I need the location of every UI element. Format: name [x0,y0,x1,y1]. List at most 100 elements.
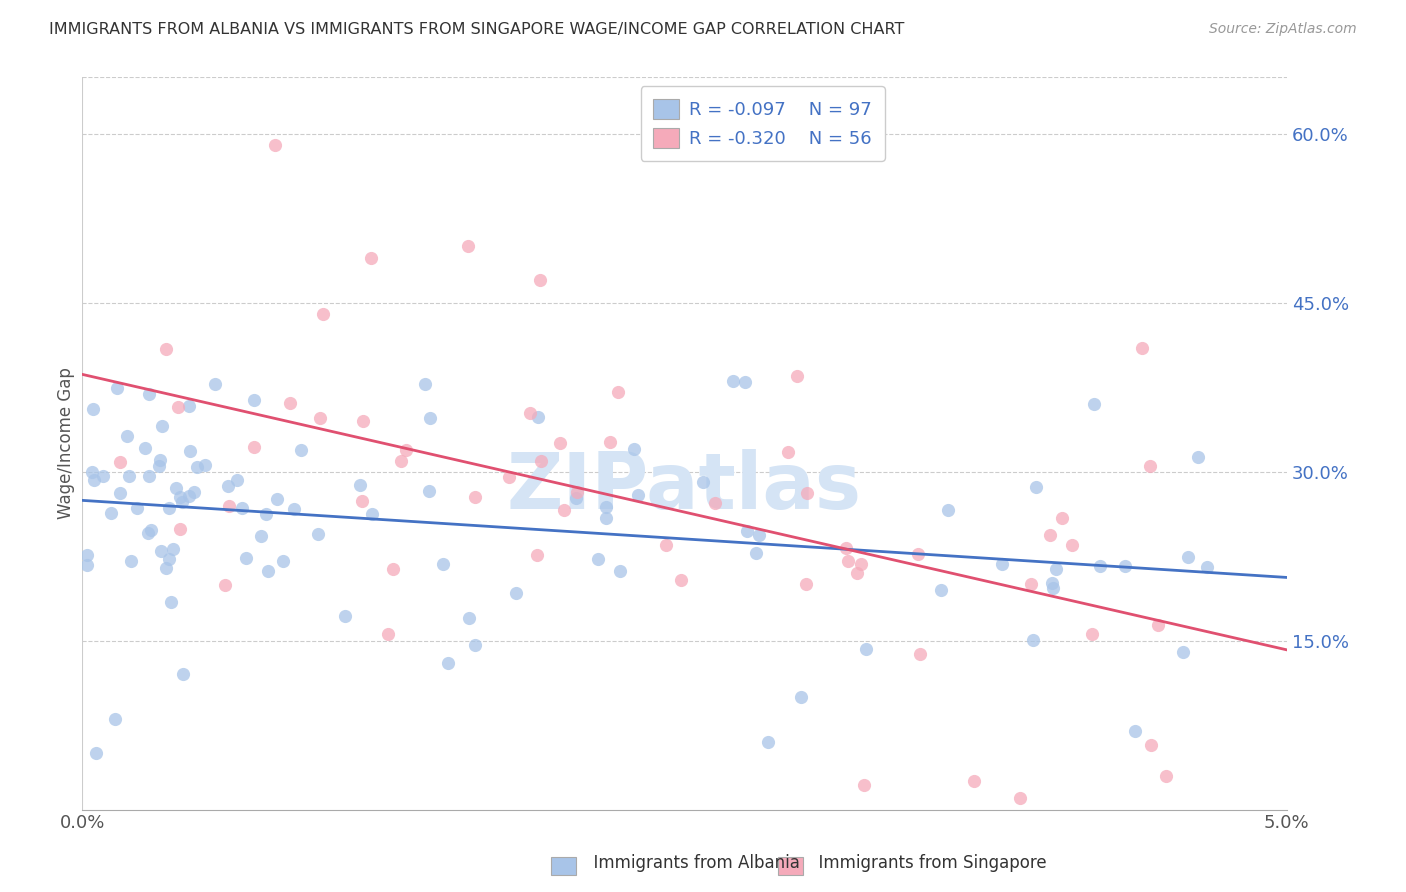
Y-axis label: Wage/Income Gap: Wage/Income Gap [58,368,75,519]
Point [565,491,588,505]
Point [1125,723,1147,738]
Point [377,627,399,641]
Point [599,434,621,449]
Point [382,562,405,576]
Point [169,490,191,504]
Text: Immigrants from Albania: Immigrants from Albania [583,855,800,872]
Point [120,554,142,568]
Point [172,495,194,509]
Point [962,774,984,789]
Point [1042,581,1064,595]
Point [271,554,294,568]
Point [626,488,648,502]
Point [776,445,799,459]
Point [235,551,257,566]
Point [134,442,156,456]
Point [217,479,239,493]
Point [308,411,330,425]
Point [360,251,382,265]
Point [138,387,160,401]
Point [1195,560,1218,574]
Point [671,574,693,588]
Bar [551,857,576,875]
Point [352,494,374,508]
Point [80,465,103,479]
Point [179,488,201,502]
Point [243,393,266,408]
Point [226,473,249,487]
Point [464,490,486,504]
Point [1177,549,1199,564]
Point [744,546,766,560]
Point [837,554,859,568]
Point [149,452,172,467]
Point [76,558,98,572]
Point [606,385,628,400]
Point [796,486,818,500]
Point [1139,458,1161,473]
Point [218,499,240,513]
Point [595,500,617,514]
Point [530,454,553,468]
Text: Source: ZipAtlas.com: Source: ZipAtlas.com [1209,22,1357,37]
Point [464,638,486,652]
Point [529,273,551,287]
Point [1040,576,1063,591]
Legend: R = -0.097    N = 97, R = -0.320    N = 56: R = -0.097 N = 97, R = -0.320 N = 56 [641,87,884,161]
Text: Immigrants from Singapore: Immigrants from Singapore [808,855,1047,872]
Point [845,566,868,581]
Point [790,690,813,704]
Point [204,377,226,392]
Point [1140,738,1163,752]
Point [852,778,875,792]
Point [991,558,1014,572]
Point [249,528,271,542]
Point [703,496,725,510]
Point [138,469,160,483]
Point [157,552,180,566]
Point [498,470,520,484]
Point [1008,791,1031,805]
Point [82,402,104,417]
Point [936,503,959,517]
Point [312,307,335,321]
Point [141,523,163,537]
Point [1083,397,1105,411]
Point [692,475,714,489]
Point [907,547,929,561]
Point [264,138,287,153]
Point [152,418,174,433]
Point [183,485,205,500]
Point [118,469,141,483]
Point [349,478,371,492]
Point [108,485,131,500]
Point [157,501,180,516]
Point [419,410,441,425]
Point [748,527,770,541]
Point [266,491,288,506]
Point [166,401,188,415]
Point [1080,626,1102,640]
Point [655,538,678,552]
Point [786,369,808,384]
Point [214,578,236,592]
Text: ZIPatlas: ZIPatlas [508,450,862,525]
Point [432,557,454,571]
Point [1088,559,1111,574]
Point [172,667,194,681]
Point [458,610,481,624]
Point [567,484,589,499]
Point [148,458,170,473]
Point [186,460,208,475]
Point [162,541,184,556]
Point [1187,450,1209,465]
Point [1156,769,1178,783]
Point [125,501,148,516]
Point [160,595,183,609]
Point [835,541,858,555]
Point [257,564,280,578]
Point [179,399,201,413]
Point [855,641,877,656]
Point [413,377,436,392]
Point [548,436,571,450]
